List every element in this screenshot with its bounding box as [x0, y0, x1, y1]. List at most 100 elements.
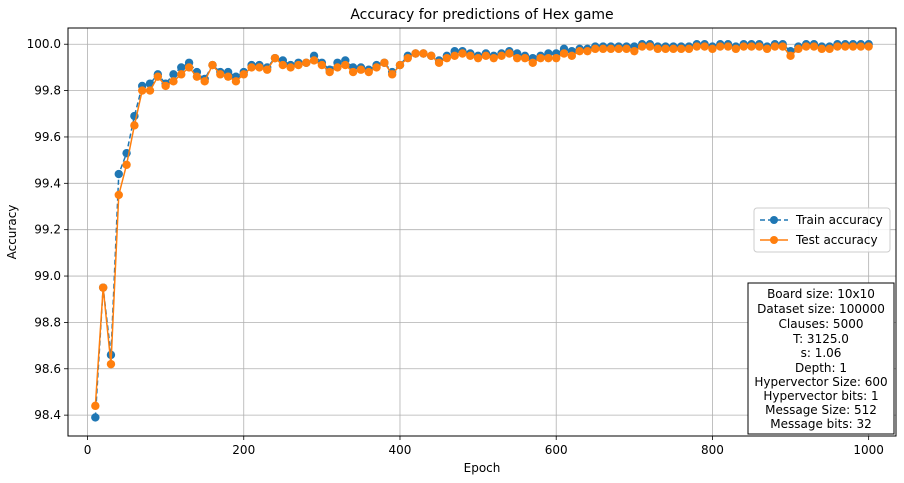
legend-train-marker [770, 216, 778, 224]
test-accuracy-point [169, 77, 178, 86]
chart-title: Accuracy for predictions of Hex game [350, 7, 613, 23]
series-test-accuracy [91, 42, 873, 411]
test-accuracy-point [630, 46, 639, 56]
series-layer [91, 40, 873, 422]
test-accuracy-point [231, 77, 241, 86]
test-accuracy-point [708, 44, 717, 54]
test-accuracy-point [270, 53, 280, 63]
legend-train-label: Train accuracy [795, 213, 883, 227]
test-accuracy-point [817, 44, 826, 54]
y-tick-label: 98.4 [34, 408, 61, 422]
test-accuracy-point [192, 72, 202, 81]
test-accuracy-point [380, 58, 389, 67]
test-accuracy-point [770, 42, 780, 51]
train-accuracy-point [91, 413, 100, 422]
test-accuracy-point [614, 44, 623, 54]
test-accuracy-point [286, 63, 295, 72]
test-accuracy-point [458, 49, 467, 58]
test-accuracy-point [520, 53, 530, 63]
x-tick-label: 800 [701, 443, 724, 457]
ticks: 0 200 400 600 800 1000 98.4 98.6 98.8 99.0 99.2 99.… [27, 37, 884, 457]
info-depth: Depth: 1 [795, 361, 847, 375]
test-accuracy-point [528, 58, 537, 67]
test-accuracy-point [825, 44, 834, 54]
test-accuracy-point [856, 42, 866, 51]
train-accuracy-point [177, 63, 186, 72]
test-accuracy-point [575, 46, 584, 56]
test-accuracy-point [489, 53, 498, 63]
test-accuracy-point [505, 49, 514, 58]
test-accuracy-point [294, 60, 303, 70]
test-accuracy-point [223, 72, 233, 81]
test-accuracy-point [122, 160, 131, 169]
info-t: T: 3125.0 [792, 332, 849, 346]
test-accuracy-point [317, 60, 327, 70]
test-accuracy-point [864, 42, 873, 51]
test-accuracy-point [700, 42, 709, 51]
test-accuracy-point [661, 44, 670, 54]
test-accuracy-point [731, 44, 741, 54]
test-accuracy-point [481, 51, 491, 61]
test-accuracy-point [716, 42, 725, 51]
test-accuracy-point [138, 86, 147, 95]
test-accuracy-point [333, 63, 342, 72]
x-tick-label: 200 [232, 443, 255, 457]
test-accuracy-point [755, 42, 764, 51]
info-hypervector-bits: Hypervector bits: 1 [763, 389, 878, 403]
test-accuracy-point [684, 44, 694, 54]
test-accuracy-point [778, 42, 787, 51]
info-box-border [747, 282, 895, 435]
test-accuracy-point [239, 70, 248, 79]
test-accuracy-point [809, 42, 819, 51]
test-accuracy-point [567, 51, 577, 61]
y-axis-label: Accuracy [5, 205, 19, 260]
y-tick-label: 99.0 [34, 269, 61, 283]
info-hypervector-size: Hypervector Size: 600 [754, 375, 887, 389]
test-accuracy-point [91, 401, 100, 411]
x-tick-label: 0 [84, 443, 92, 457]
legend-test-marker [770, 236, 778, 244]
test-accuracy-point [153, 72, 163, 81]
test-accuracy-point [645, 42, 655, 51]
test-accuracy-point [434, 58, 444, 67]
legend: Train accuracy Test accuracy [753, 207, 891, 253]
test-accuracy-point [848, 42, 858, 51]
test-accuracy-point [497, 51, 506, 61]
test-accuracy-point [466, 51, 475, 61]
test-accuracy-point [473, 53, 483, 63]
test-accuracy-point [302, 58, 311, 67]
test-accuracy-point [606, 44, 616, 54]
plot-frame [67, 27, 897, 437]
test-accuracy-point [442, 53, 452, 63]
legend-box [753, 207, 891, 253]
info-board-size: Board size: 10x10 [767, 287, 875, 301]
test-accuracy-point [364, 67, 373, 77]
test-accuracy-point [177, 70, 186, 79]
test-accuracy-point [395, 60, 405, 70]
test-accuracy-point [411, 49, 420, 58]
test-accuracy-point [450, 51, 459, 61]
train-accuracy-point [114, 169, 123, 179]
y-tick-label: 99.6 [34, 130, 61, 144]
test-accuracy-point [208, 60, 217, 70]
test-accuracy-point [372, 63, 381, 72]
test-accuracy-point [653, 44, 662, 54]
test-accuracy-point [552, 53, 561, 63]
test-accuracy-point [723, 42, 733, 51]
test-accuracy-point [739, 42, 748, 51]
x-tick-label: 400 [389, 443, 412, 457]
test-accuracy-point [145, 86, 155, 95]
test-accuracy-point [341, 60, 350, 70]
test-accuracy-point [833, 42, 842, 51]
test-accuracy-point [591, 44, 600, 54]
test-accuracy-point [427, 51, 436, 61]
test-accuracy-point [325, 67, 334, 77]
test-accuracy-point [637, 42, 647, 51]
x-tick-label: 1000 [853, 443, 884, 457]
y-tick-label: 100.0 [27, 37, 61, 51]
test-accuracy-point [106, 359, 116, 369]
parameter-info-box: Board size: 10x10 Dataset size: 100000 C… [747, 282, 895, 435]
y-tick-label: 99.4 [34, 176, 61, 190]
test-accuracy-point [841, 42, 850, 51]
